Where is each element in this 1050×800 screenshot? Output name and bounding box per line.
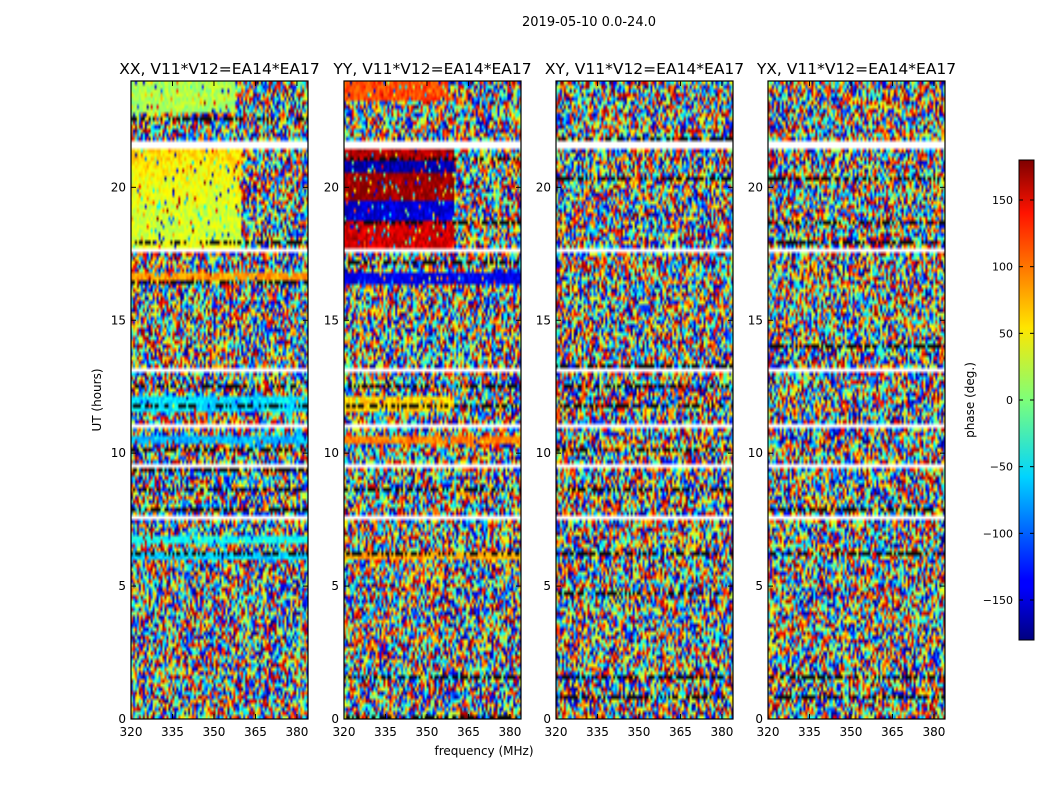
colorbar: 150 100 50 0 −50 −100 −150 phase (deg.) (963, 159, 1035, 641)
x-tick-label: 350 (416, 725, 439, 739)
y-tick-label: 20 (324, 180, 339, 194)
x-tick-label: 320 (120, 725, 143, 739)
colorbar-tick-label: 50 (999, 327, 1013, 340)
figure-title: 2019-05-10 0.0-24.0 (522, 15, 656, 30)
y-tick-label: 0 (331, 712, 339, 726)
y-tick-label: 20 (111, 180, 126, 194)
heatmap-image (768, 81, 945, 719)
x-tick-label: 350 (840, 725, 863, 739)
x-tick-label: 335 (374, 725, 397, 739)
x-tick-label: 380 (922, 725, 945, 739)
colorbar-tick-label: −150 (983, 594, 1013, 607)
heatmap-image (344, 81, 521, 719)
panel-frame (767, 80, 946, 720)
x-tick-label: 320 (333, 725, 356, 739)
panel-3: XY, V11*V12=EA14*EA17 320 335 350 365 380 0 5 10… (536, 60, 744, 739)
colorbar-tick-label: 0 (1006, 394, 1013, 407)
y-tick-label: 20 (536, 180, 551, 194)
heatmap-image (131, 81, 308, 719)
x-axis-label: frequency (MHz) (434, 744, 533, 758)
x-tick-label: 380 (498, 725, 521, 739)
colorbar-label: phase (deg.) (963, 362, 977, 438)
x-tick-label: 380 (285, 725, 308, 739)
panel-title: YY, V11*V12=EA14*EA17 (332, 60, 531, 78)
y-tick-label: 0 (118, 712, 126, 726)
x-tick-label: 335 (586, 725, 609, 739)
panel-frame (130, 80, 309, 720)
x-tick-label: 350 (628, 725, 651, 739)
panel-frame (343, 80, 522, 720)
x-tick-label: 320 (545, 725, 568, 739)
y-axis-label: UT (hours) (90, 368, 104, 431)
y-tick-label: 5 (755, 579, 763, 593)
panel-1: XX, V11*V12=EA14*EA17 320 335 350 365 380 0 5 10… (111, 60, 320, 739)
x-tick-label: 380 (710, 725, 733, 739)
y-tick-label: 15 (536, 313, 551, 327)
y-tick-label: 5 (118, 579, 126, 593)
y-tick-label: 10 (111, 446, 126, 460)
y-tick-label: 5 (331, 579, 339, 593)
x-tick-label: 335 (798, 725, 821, 739)
panel-title: XY, V11*V12=EA14*EA17 (545, 60, 744, 78)
heatmap-image (556, 81, 733, 719)
colorbar-tick-label: −100 (983, 527, 1013, 540)
x-tick-label: 365 (669, 725, 692, 739)
colorbar-tick-label: −50 (990, 461, 1013, 474)
y-tick-label: 0 (543, 712, 551, 726)
x-tick-label: 320 (757, 725, 780, 739)
y-tick-label: 15 (324, 313, 339, 327)
y-tick-label: 10 (324, 446, 339, 460)
panel-title: XX, V11*V12=EA14*EA17 (119, 60, 319, 78)
y-tick-label: 10 (748, 446, 763, 460)
colorbar-ticks: 150 100 50 0 −50 −100 −150 (983, 194, 1034, 607)
y-tick-label: 0 (755, 712, 763, 726)
x-tick-label: 365 (881, 725, 904, 739)
panel-frame (555, 80, 734, 720)
panels-group: XX, V11*V12=EA14*EA17 320 335 350 365 380 0 5 10… (111, 60, 956, 739)
panel-4: YX, V11*V12=EA14*EA17 320 335 350 365 380 0 5 10… (748, 60, 956, 739)
y-tick-label: 15 (748, 313, 763, 327)
panel-2: YY, V11*V12=EA14*EA17 320 335 350 365 380 0 5 10… (324, 60, 532, 739)
x-tick-label: 365 (457, 725, 480, 739)
y-tick-label: 5 (543, 579, 551, 593)
y-tick-label: 10 (536, 446, 551, 460)
y-tick-label: 20 (748, 180, 763, 194)
x-tick-label: 335 (161, 725, 184, 739)
y-tick-label: 15 (111, 313, 126, 327)
x-tick-label: 350 (203, 725, 226, 739)
colorbar-tick-label: 100 (992, 261, 1013, 274)
panel-title: YX, V11*V12=EA14*EA17 (756, 60, 956, 78)
colorbar-tick-label: 150 (992, 194, 1013, 207)
x-tick-label: 365 (244, 725, 267, 739)
